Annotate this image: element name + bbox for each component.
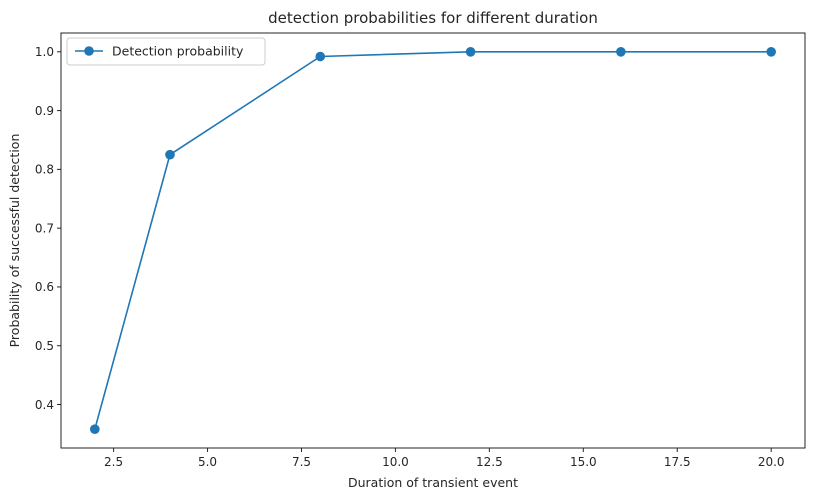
data-point — [616, 47, 626, 57]
chart-title: detection probabilities for different du… — [268, 9, 598, 27]
data-point — [465, 47, 476, 57]
y-axis: 0.4 0.5 0.6 0.7 0.8 0.9 1.0 — [35, 45, 61, 412]
series-layer — [90, 47, 776, 434]
y-axis-label: Probability of successful detection — [7, 134, 22, 348]
x-axis: 2.5 5.0 7.5 10.0 12.5 15.0 17.5 20.0 — [104, 448, 785, 469]
plot-frame — [60, 32, 806, 449]
y-tick-label: 1.0 — [35, 45, 54, 59]
legend-box — [66, 37, 266, 66]
data-point — [90, 424, 100, 434]
y-tick-label: 0.8 — [35, 163, 54, 177]
y-tick-label: 0.6 — [35, 280, 54, 294]
data-point — [766, 47, 776, 57]
x-tick-label: 12.5 — [476, 455, 503, 469]
y-tick-label: 0.7 — [35, 221, 54, 235]
x-tick-label: 15.0 — [570, 455, 597, 469]
x-tick-label: 10.0 — [382, 455, 409, 469]
y-tick-label: 0.4 — [35, 398, 54, 412]
x-axis-label: Duration of transient event — [348, 475, 518, 490]
legend-label: Detection probability — [112, 44, 244, 59]
x-tick-label: 2.5 — [104, 455, 123, 469]
y-tick-label: 0.9 — [35, 104, 54, 118]
x-tick-label: 20.0 — [758, 455, 785, 469]
data-point — [315, 51, 326, 62]
x-tick-label: 7.5 — [292, 455, 311, 469]
x-tick-label: 17.5 — [664, 455, 691, 469]
y-tick-label: 0.5 — [35, 339, 54, 353]
legend-marker — [84, 46, 94, 56]
series-line — [94, 51, 772, 430]
data-point — [165, 149, 175, 160]
legend: Detection probability — [66, 37, 266, 66]
x-tick-label: 5.0 — [198, 455, 217, 469]
